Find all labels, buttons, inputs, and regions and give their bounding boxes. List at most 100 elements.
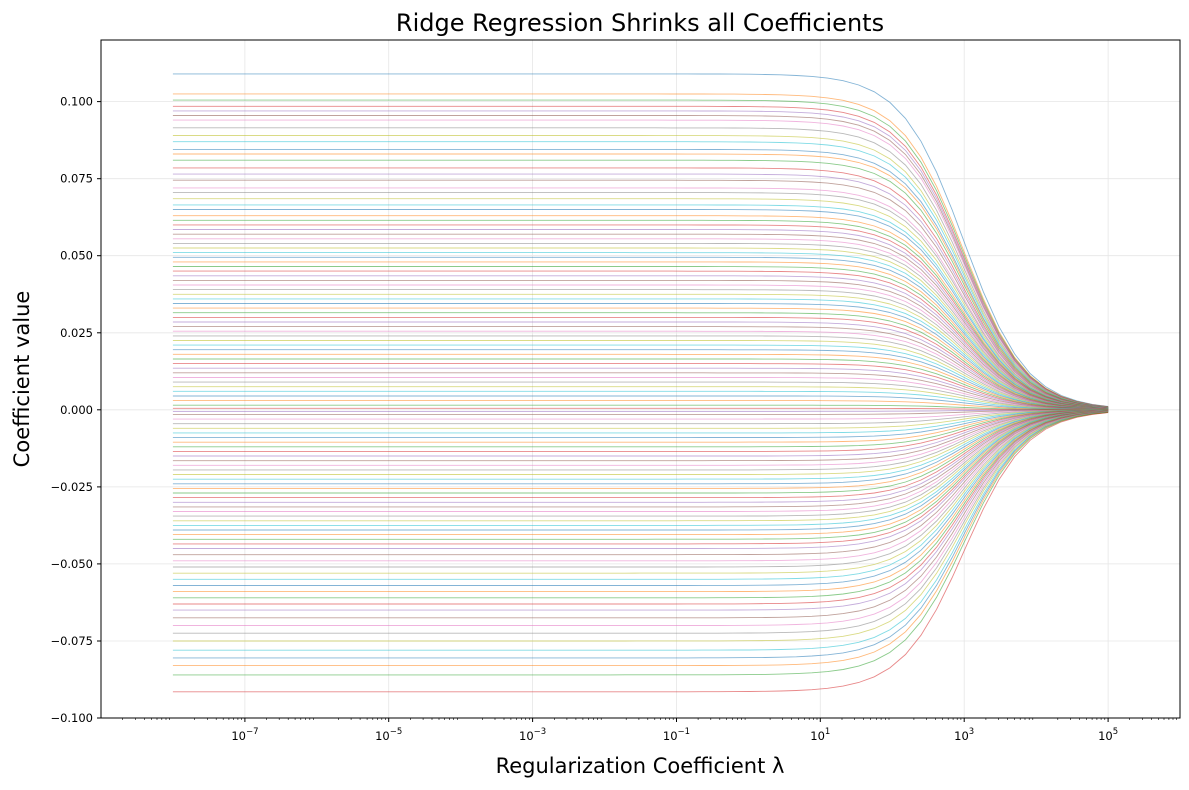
coefficient-path (172, 410, 1109, 540)
y-tick-label: 0.100 (60, 95, 93, 109)
coefficient-path (172, 410, 1109, 568)
coefficient-path (172, 410, 1109, 485)
coefficient-path (172, 224, 1109, 409)
coefficient-path (172, 173, 1109, 408)
coefficient-path (172, 363, 1109, 410)
coefficient-path (172, 330, 1109, 410)
coefficient-path (172, 409, 1109, 471)
coefficient-path (172, 179, 1109, 408)
x-tick-label: 10−7 (231, 727, 258, 743)
plot-frame (100, 39, 1181, 719)
coefficient-path (172, 409, 1109, 466)
chart-title: Ridge Regression Shrinks all Coefficient… (396, 9, 884, 37)
x-tick-label: 10−3 (519, 727, 546, 743)
coefficient-path (172, 233, 1109, 409)
coefficient-path (172, 298, 1109, 410)
coefficient-path (172, 411, 1109, 626)
x-tick-exponent: 3 (969, 727, 974, 737)
coefficient-path (172, 410, 1109, 503)
coefficient-path (172, 316, 1109, 410)
coefficient-path (172, 409, 1109, 448)
coefficient-path (172, 372, 1109, 410)
y-tick-label: −0.100 (50, 711, 93, 725)
coefficient-path (172, 321, 1109, 410)
coefficient-path (172, 409, 1109, 434)
y-tick-label: −0.075 (50, 634, 93, 648)
y-tick-label: 0.050 (60, 249, 93, 263)
x-tick-base: 10 (663, 729, 678, 743)
coefficient-path (172, 411, 1109, 599)
coefficient-path (172, 209, 1109, 409)
coefficient-path (172, 192, 1109, 409)
coefficient-path (172, 198, 1109, 409)
coefficient-path (172, 410, 1109, 556)
x-tick-base: 10 (1098, 729, 1113, 743)
x-tick-exponent: −7 (246, 727, 259, 737)
coefficient-path (172, 410, 1109, 508)
x-tick-base: 10 (231, 729, 246, 743)
coefficient-path (172, 119, 1109, 408)
coefficient-path (172, 326, 1109, 410)
coefficient-path (172, 110, 1109, 408)
coefficient-path (172, 105, 1109, 408)
coefficient-path (172, 312, 1109, 410)
coefficient-path (172, 93, 1109, 408)
coefficient-path (172, 247, 1109, 409)
coefficient-path (172, 410, 1109, 499)
coefficient-path (172, 411, 1109, 593)
coefficient-path (172, 367, 1109, 410)
coefficient-path (172, 289, 1109, 410)
coefficient-path (172, 358, 1109, 410)
coefficient-path (172, 410, 1109, 536)
coefficient-path (172, 410, 1109, 526)
coefficient-path (172, 410, 1109, 475)
coefficient-path (172, 410, 1109, 562)
coefficient-path (172, 252, 1109, 409)
coefficient-path (172, 167, 1109, 408)
x-tick-base: 10 (954, 729, 969, 743)
coefficient-path (172, 256, 1109, 409)
coefficient-path (172, 353, 1109, 410)
x-tick-exponent: −1 (678, 727, 691, 737)
coefficient-path (172, 411, 1109, 605)
coefficient-path (172, 411, 1109, 619)
x-tick-label: 10−5 (375, 727, 402, 743)
coefficient-path (172, 409, 1109, 439)
coefficient-path (172, 238, 1109, 409)
coefficient-path (172, 411, 1109, 634)
coefficient-path (172, 395, 1109, 411)
coefficient-path (172, 187, 1109, 409)
coefficient-path (172, 153, 1109, 408)
coefficient-path (172, 386, 1109, 411)
coefficient-path (172, 115, 1109, 408)
coefficient-path (172, 99, 1109, 408)
coefficient-path (172, 349, 1109, 410)
y-tick-label: 0.025 (60, 326, 93, 340)
coefficient-path (172, 410, 1109, 522)
coefficient-path (172, 409, 1109, 420)
coefficient-path (172, 335, 1109, 410)
coefficient-path (172, 409, 1109, 443)
coefficient-path (172, 400, 1109, 411)
coefficient-path (172, 409, 1109, 425)
x-tick-label: 101 (810, 727, 830, 743)
coefficient-path (172, 340, 1109, 410)
coefficient-path (172, 411, 1109, 667)
coefficient-path (172, 204, 1109, 409)
coefficient-path (172, 407, 1109, 411)
coefficient-path (172, 219, 1109, 409)
coefficient-path (172, 215, 1109, 409)
x-tick-exponent: 5 (1113, 727, 1118, 737)
coefficient-path (172, 410, 1109, 489)
x-tick-base: 10 (375, 729, 390, 743)
coefficient-path (172, 284, 1109, 410)
coefficient-path (172, 409, 1109, 462)
coefficient-path (172, 261, 1109, 409)
x-tick-label: 10−1 (663, 727, 690, 743)
coefficient-path (172, 229, 1109, 409)
x-tick-exponent: 1 (825, 727, 830, 737)
coefficient-path (172, 411, 1109, 611)
coefficient-path (172, 377, 1109, 410)
coefficient-path (172, 410, 1109, 517)
